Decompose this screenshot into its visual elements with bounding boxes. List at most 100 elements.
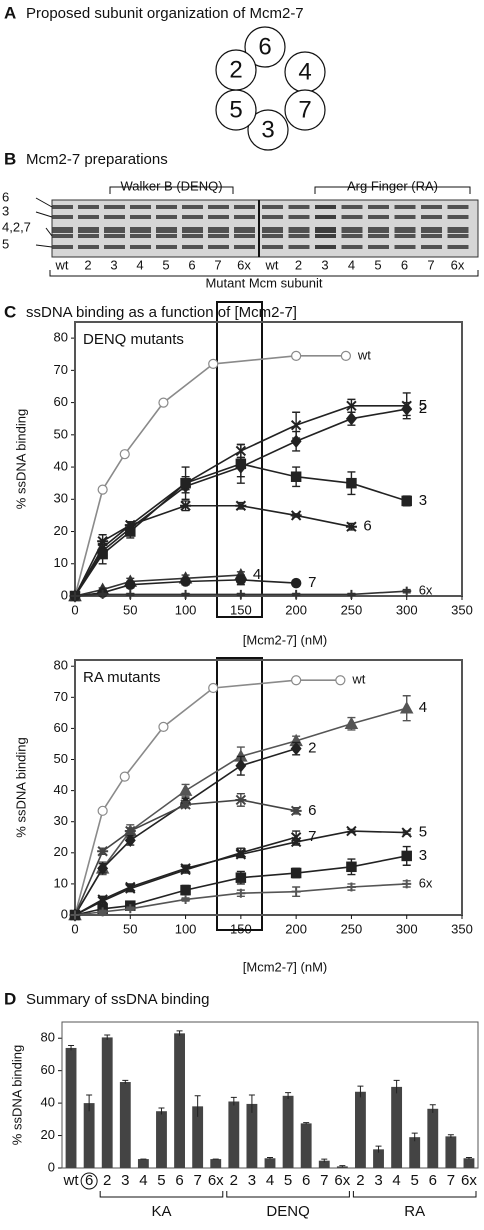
bracket <box>99 1191 224 1198</box>
marker <box>70 591 80 601</box>
lane-label: 6 <box>401 257 408 272</box>
gel-band <box>78 245 99 249</box>
marker <box>70 910 80 920</box>
gel-band <box>341 205 363 209</box>
marker <box>402 586 412 596</box>
error-bar <box>465 1156 472 1160</box>
gel-band <box>52 205 73 209</box>
bar <box>373 1149 384 1168</box>
band-label: 3 <box>2 203 9 218</box>
band-pointer <box>35 211 53 218</box>
gel-band <box>262 215 283 219</box>
bracket <box>226 1191 350 1198</box>
group-label: Walker B (DENQ) <box>120 178 222 193</box>
gel-band <box>208 245 229 249</box>
marker <box>208 358 219 370</box>
marker <box>401 850 412 862</box>
gel-band <box>104 234 125 238</box>
gel-band <box>156 227 177 233</box>
error-bar <box>176 1030 183 1036</box>
y-tick-label: 50 <box>54 426 68 441</box>
error-bar <box>393 1079 400 1094</box>
gel-band <box>394 227 416 233</box>
x-tick-label: 6x <box>334 1172 350 1189</box>
subunit-label: 2 <box>229 56 242 83</box>
x-tick-label: 200 <box>285 602 307 617</box>
error-bar <box>86 1094 93 1112</box>
subunit-label: 7 <box>298 96 311 123</box>
x-tick-label: 3 <box>374 1172 382 1189</box>
subunit <box>284 89 326 131</box>
gel-band <box>394 205 416 209</box>
annotation: DENQ mutants <box>83 331 184 348</box>
y-tick-label: 0 <box>48 1159 55 1174</box>
gel-band <box>262 227 283 233</box>
marker <box>97 484 108 495</box>
marker <box>344 716 359 729</box>
band-pointer <box>45 227 53 237</box>
marker <box>158 397 169 408</box>
gel-band <box>104 215 125 219</box>
bar <box>445 1136 457 1168</box>
panel-title: Summary of ssDNA binding <box>26 991 209 1008</box>
series-label: wt <box>351 672 365 687</box>
gel-band <box>130 227 151 233</box>
error-bar <box>158 1107 165 1115</box>
marker <box>235 759 247 773</box>
marker <box>401 402 413 416</box>
lane-label: 7 <box>214 257 221 272</box>
x-tick-label: 4 <box>392 1172 400 1189</box>
y-axis-title: % ssDNA binding <box>13 409 28 509</box>
error-bar <box>429 1104 436 1113</box>
gel-band <box>341 227 363 233</box>
highlight-box <box>216 301 263 618</box>
band-label: 4,2,7 <box>2 219 31 234</box>
gel-band <box>421 234 442 238</box>
x-tick-label: 6 <box>302 1172 310 1189</box>
panel-title: ssDNA binding as a function of [Mcm2-7] <box>26 304 297 321</box>
marker <box>346 825 357 837</box>
series-label: 4 <box>253 566 261 583</box>
gel-band <box>182 234 203 238</box>
gel-band <box>394 215 416 219</box>
error-bar <box>248 1094 255 1113</box>
x-tick-label: 4 <box>266 1172 274 1189</box>
marker <box>125 904 135 914</box>
marker <box>235 500 247 511</box>
bar <box>336 1166 348 1168</box>
marker <box>180 500 192 511</box>
bar <box>174 1033 185 1168</box>
lane-label: wt <box>55 257 69 272</box>
x-tick-label: 6 <box>175 1172 183 1189</box>
gel-band <box>234 245 255 249</box>
lane-label: 6x <box>451 257 465 272</box>
x-tick-label: 5 <box>411 1172 419 1189</box>
gel-band <box>182 245 203 249</box>
y-axis-title: % ssDNA binding <box>13 737 28 837</box>
x-tick-label: 150 <box>230 921 252 936</box>
x-tick-label: 6 <box>85 1172 93 1189</box>
gel-band <box>182 227 203 233</box>
gel-band <box>341 245 363 249</box>
x-tick-label: 300 <box>396 921 418 936</box>
x-tick-label: 3 <box>248 1172 256 1189</box>
gel-band <box>234 234 255 238</box>
y-tick-label: 50 <box>54 751 68 766</box>
x-axis-title: [Mcm2-7] (nM) <box>243 632 328 647</box>
marker <box>401 827 412 838</box>
gel-band <box>394 234 416 238</box>
band-label: 6 <box>2 189 9 204</box>
marker <box>346 477 357 489</box>
gel-band <box>421 245 442 249</box>
bar <box>409 1137 421 1168</box>
plot-frame <box>74 659 463 916</box>
x-tick-label: 5 <box>157 1172 165 1189</box>
gel-band <box>421 227 442 233</box>
gel-band <box>156 234 177 238</box>
marker <box>290 867 302 879</box>
bar <box>192 1106 204 1168</box>
marker <box>97 548 108 560</box>
gel-band <box>421 205 442 209</box>
group-label: Arg Finger (RA) <box>347 178 438 193</box>
